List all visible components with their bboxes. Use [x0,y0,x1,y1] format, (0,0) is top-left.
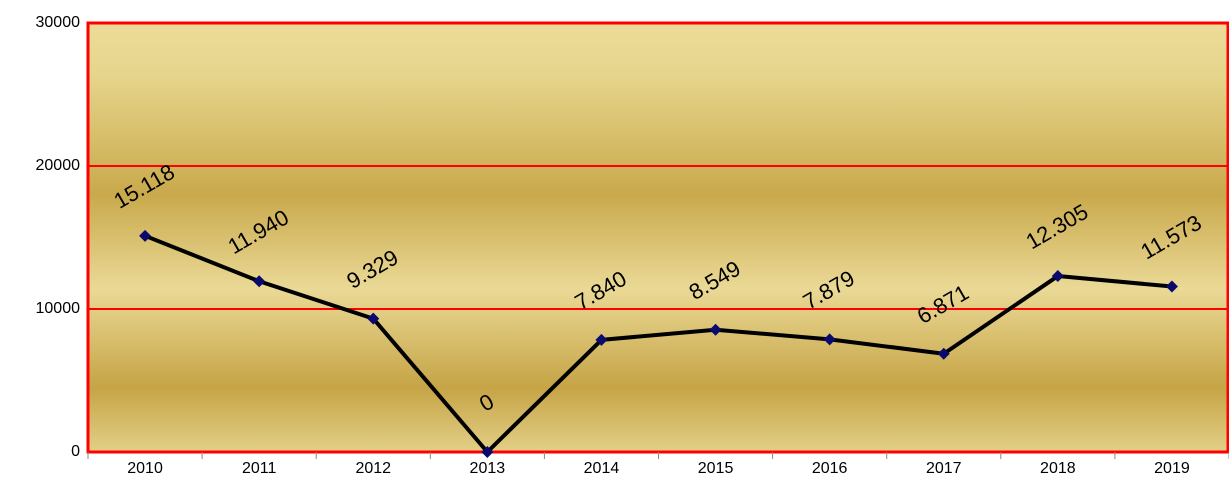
data-point [1165,280,1178,293]
y-tick-label: 20000 [36,157,81,174]
x-tick-label: 2016 [812,460,848,477]
x-tick-label: 2015 [698,460,734,477]
data-point [1051,270,1064,283]
x-tick-label: 2010 [127,460,163,477]
x-tick-label: 2014 [584,460,620,477]
x-tick-label: 2018 [1040,460,1076,477]
data-point [481,446,494,458]
series-line [144,233,1173,454]
x-tick-label: 2013 [470,460,506,477]
data-point [253,275,266,288]
y-tick-label: 0 [71,443,80,460]
data-point [823,333,836,346]
x-tick-label: 2012 [355,460,391,477]
y-tick-label: 10000 [36,300,81,317]
plot-area [88,23,1229,452]
x-tick-label: 2019 [1154,460,1190,477]
data-point [139,229,152,242]
data-point [709,323,722,336]
data-point [595,333,608,346]
data-point [367,312,380,325]
x-tick-label: 2017 [926,460,962,477]
y-tick-label: 30000 [36,14,81,31]
x-tick-label: 2011 [242,460,277,477]
data-point [937,347,950,360]
